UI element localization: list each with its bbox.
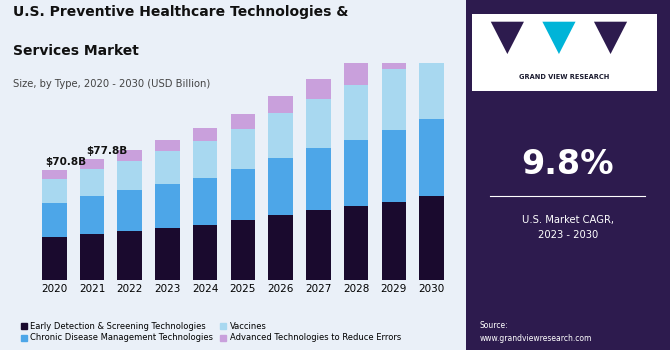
Bar bbox=[419, 196, 444, 280]
Bar bbox=[381, 130, 406, 202]
Bar bbox=[381, 44, 406, 69]
Bar bbox=[306, 210, 330, 280]
Bar bbox=[155, 140, 180, 151]
Polygon shape bbox=[543, 22, 576, 54]
Bar bbox=[230, 114, 255, 129]
Bar bbox=[419, 23, 444, 52]
Bar bbox=[419, 119, 444, 196]
Bar bbox=[230, 129, 255, 169]
Bar bbox=[80, 159, 105, 169]
Bar bbox=[80, 234, 105, 280]
Bar bbox=[117, 150, 142, 161]
Bar bbox=[155, 151, 180, 184]
Text: $77.8B: $77.8B bbox=[86, 146, 127, 156]
Bar bbox=[117, 161, 142, 190]
Bar bbox=[155, 228, 180, 280]
Bar bbox=[269, 215, 293, 280]
Text: U.S. Market CAGR,
2023 - 2030: U.S. Market CAGR, 2023 - 2030 bbox=[522, 215, 614, 240]
Bar bbox=[80, 196, 105, 234]
Bar bbox=[193, 178, 217, 225]
Bar bbox=[344, 63, 368, 85]
Bar bbox=[306, 148, 330, 210]
Bar bbox=[344, 140, 368, 206]
Bar bbox=[155, 184, 180, 228]
Bar bbox=[344, 206, 368, 280]
Polygon shape bbox=[594, 22, 627, 54]
Bar bbox=[269, 158, 293, 215]
Text: Services Market: Services Market bbox=[13, 44, 139, 58]
Bar bbox=[193, 128, 217, 141]
Bar bbox=[306, 99, 330, 148]
Polygon shape bbox=[490, 22, 524, 54]
Bar bbox=[381, 202, 406, 280]
Bar bbox=[306, 79, 330, 99]
Bar bbox=[344, 85, 368, 140]
Text: Size, by Type, 2020 - 2030 (USD Billion): Size, by Type, 2020 - 2030 (USD Billion) bbox=[13, 79, 210, 89]
Bar bbox=[193, 225, 217, 280]
Bar bbox=[193, 141, 217, 178]
Bar bbox=[269, 96, 293, 113]
Bar bbox=[230, 169, 255, 220]
Bar bbox=[42, 203, 66, 237]
Bar bbox=[381, 69, 406, 130]
Text: GRAND VIEW RESEARCH: GRAND VIEW RESEARCH bbox=[519, 74, 610, 80]
Bar bbox=[269, 113, 293, 158]
Bar bbox=[80, 169, 105, 196]
Bar bbox=[42, 179, 66, 203]
Bar bbox=[42, 170, 66, 179]
Text: U.S. Preventive Healthcare Technologies &: U.S. Preventive Healthcare Technologies … bbox=[13, 5, 349, 19]
Text: $70.8B: $70.8B bbox=[45, 157, 86, 167]
Text: Source:
www.grandviewresearch.com: Source: www.grandviewresearch.com bbox=[480, 322, 592, 343]
Bar bbox=[117, 190, 142, 231]
Bar bbox=[42, 237, 66, 280]
Text: 9.8%: 9.8% bbox=[521, 148, 614, 181]
Legend: Early Detection & Screening Technologies, Chronic Disease Management Technologie: Early Detection & Screening Technologies… bbox=[17, 318, 404, 346]
Bar bbox=[117, 231, 142, 280]
Bar bbox=[419, 52, 444, 119]
Bar bbox=[230, 220, 255, 280]
